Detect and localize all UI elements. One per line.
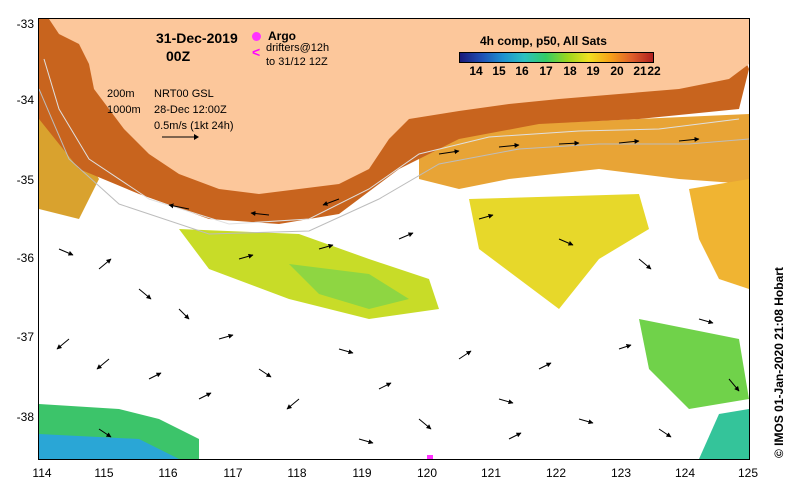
y-tick-label: -37: [16, 330, 34, 344]
colorbar-tick: 16: [515, 64, 529, 78]
colorbar-tick: 20: [610, 64, 624, 78]
velocity-arrow: [58, 248, 74, 256]
velocity-arrow: [238, 253, 254, 260]
colorbar-title: 4h comp, p50, All Sats: [480, 34, 607, 48]
sst-patch-east-edge: [689, 179, 749, 289]
velocity-arrow: [698, 318, 714, 325]
drifters-to-label: to 31/12 12Z: [266, 56, 328, 68]
velocity-arrow: [558, 140, 580, 146]
x-tick-label: 119: [352, 466, 372, 480]
sst-colorbar: [459, 52, 654, 63]
sst-map: [38, 18, 750, 460]
velocity-arrow: [618, 138, 640, 144]
velocity-arrow: [508, 432, 522, 440]
x-tick-label: 120: [416, 466, 438, 480]
velocity-arrow: [98, 258, 112, 270]
colorbar-tick: 19: [586, 64, 600, 78]
x-tick-label: 117: [223, 466, 243, 480]
sst-patch-southeast: [699, 409, 749, 459]
velocity-arrow: [258, 368, 272, 378]
colorbar-tick: 22: [647, 64, 661, 78]
velocity-scale-arrow-icon: [162, 134, 199, 140]
sst-patch-east-lower: [639, 319, 749, 409]
colorbar-tick-labels: 14 15 16 17 18 19 20 21 22: [459, 64, 660, 80]
y-tick-label: -34: [16, 93, 34, 107]
colorbar-tick: 17: [539, 64, 553, 78]
isobath-200m: [43, 58, 740, 225]
sst-patch-southwest-blue: [39, 434, 179, 459]
velocity-arrow: [318, 243, 334, 250]
velocity-arrow: [286, 398, 300, 410]
argo-legend-icon: [252, 32, 261, 41]
velocity-arrow: [198, 392, 212, 400]
sst-patch-east-band: [419, 114, 749, 189]
velocity-arrow: [478, 213, 494, 220]
sst-patch-east-mid: [469, 194, 649, 309]
velocity-arrow: [178, 308, 190, 320]
velocity-arrow: [218, 333, 234, 340]
velocity-arrow: [358, 438, 374, 445]
y-tick-label: -36: [16, 251, 34, 265]
velocity-arrow: [398, 232, 414, 240]
velocity-arrow: [96, 358, 110, 370]
x-tick-label: 114: [32, 466, 52, 480]
argo-legend-label: Argo: [268, 29, 296, 43]
x-tick-label: 122: [545, 466, 567, 480]
velocity-arrow: [338, 348, 354, 355]
velocity-arrow: [138, 288, 152, 300]
velocity-arrow: [538, 362, 552, 370]
velocity-arrow: [148, 372, 162, 380]
velocity-arrow: [578, 418, 594, 425]
colorbar-tick: 21: [633, 64, 647, 78]
altimetry-time-label: 28-Dec 12:00Z: [154, 104, 227, 116]
colorbar-tick: 18: [563, 64, 577, 78]
velocity-scale-label: 0.5m/s (1kt 24h): [154, 120, 234, 132]
velocity-arrow: [98, 428, 112, 438]
velocity-arrow: [438, 149, 460, 155]
drifters-legend-label: drifters@12h: [266, 42, 330, 54]
y-tick-label: -35: [16, 173, 34, 187]
velocity-arrow: [378, 382, 392, 390]
sst-map-canvas: [39, 19, 749, 459]
velocity-arrow: [458, 350, 472, 360]
isobath-1000-label: 1000m: [107, 104, 141, 116]
isobath-1000m: [39, 88, 749, 235]
time-label: 00Z: [166, 48, 191, 64]
velocity-arrow: [418, 418, 432, 430]
velocity-arrow: [56, 338, 70, 350]
velocity-arrow: [498, 142, 520, 148]
velocity-arrow: [168, 203, 190, 210]
colorbar-tick: 14: [469, 64, 483, 78]
sst-patch-central-green: [289, 264, 409, 309]
velocity-arrow: [322, 198, 340, 206]
y-tick-label: -33: [16, 17, 34, 31]
y-tick-label: -38: [16, 410, 34, 424]
velocity-arrow: [558, 238, 574, 246]
velocity-arrow: [638, 258, 652, 270]
velocity-arrow: [250, 211, 270, 216]
velocity-arrows: [56, 136, 740, 445]
velocity-arrow: [658, 428, 672, 438]
date-label: 31-Dec-2019: [156, 30, 238, 46]
x-tick-label: 125: [737, 466, 759, 480]
sst-patches: [39, 114, 749, 459]
x-tick-label: 116: [158, 466, 178, 480]
altimetry-product-label: NRT00 GSL: [154, 88, 214, 100]
drifter-legend-icon: <: [252, 44, 261, 60]
credit-label: © IMOS 01-Jan-2020 21:08 Hobart: [772, 267, 786, 458]
x-tick-label: 118: [287, 466, 307, 480]
argo-float-marker: [427, 455, 433, 459]
velocity-arrow: [728, 378, 740, 392]
sst-patch-west-coast: [39, 119, 99, 219]
x-tick-label: 124: [674, 466, 696, 480]
x-tick-label: 123: [610, 466, 632, 480]
x-tick-label: 115: [94, 466, 114, 480]
velocity-arrow: [678, 136, 700, 142]
colorbar-tick: 15: [492, 64, 506, 78]
isobath-200-label: 200m: [107, 88, 135, 100]
x-tick-label: 121: [480, 466, 502, 480]
velocity-arrow: [618, 344, 632, 350]
velocity-arrow: [498, 398, 514, 405]
